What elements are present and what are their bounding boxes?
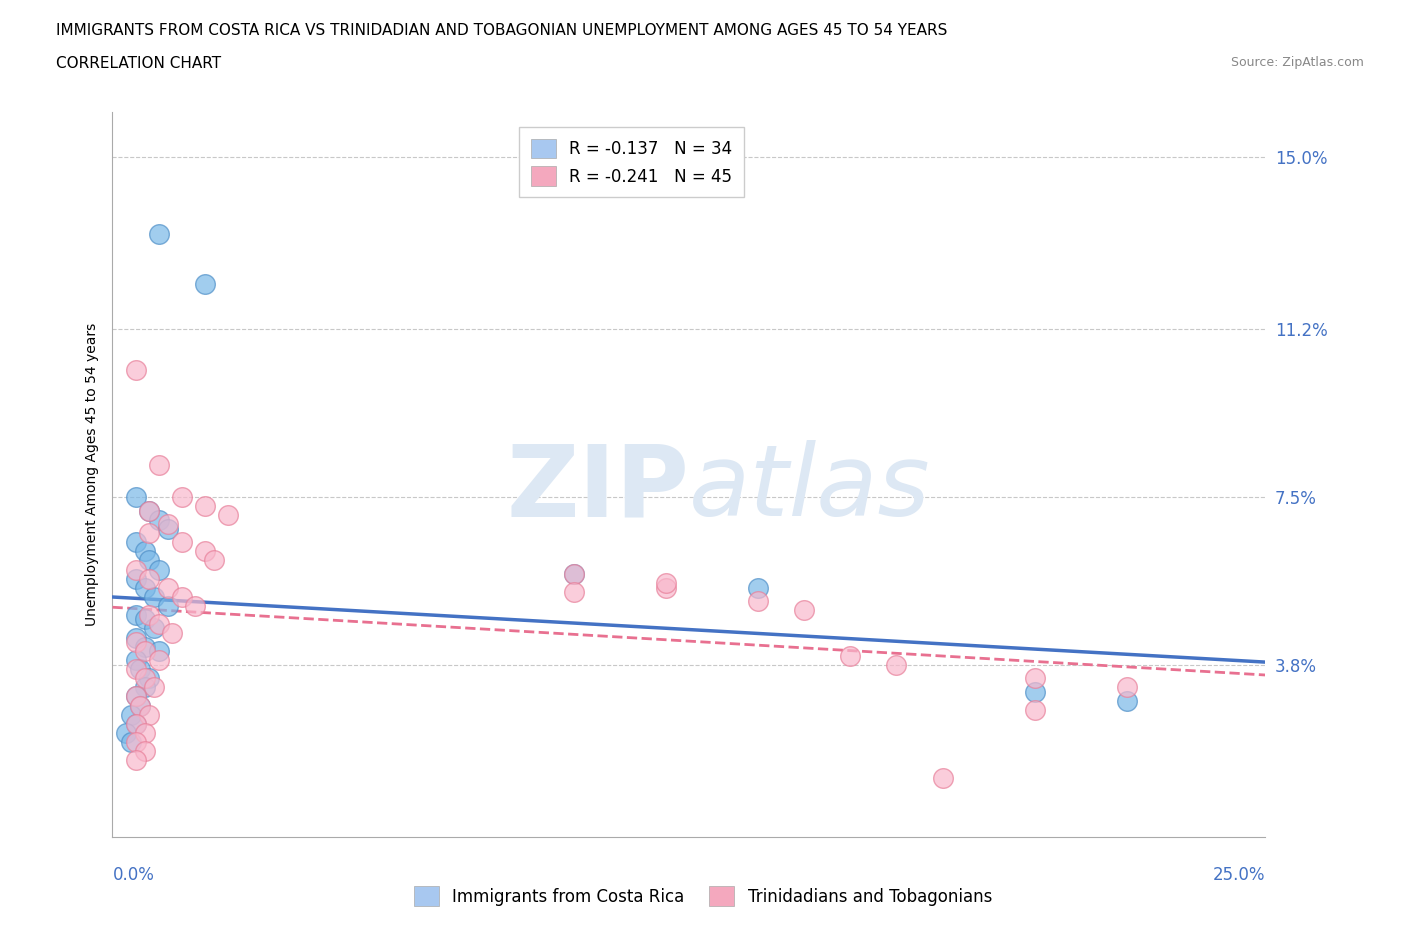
Point: [134, 725, 156, 740]
Point: [194, 498, 217, 513]
Point: [120, 707, 142, 722]
Text: Source: ZipAtlas.com: Source: ZipAtlas.com: [1230, 56, 1364, 69]
Y-axis label: Unemployment Among Ages 45 to 54 years: Unemployment Among Ages 45 to 54 years: [84, 323, 98, 626]
Point: [120, 735, 142, 750]
Point: [194, 544, 217, 559]
Point: [138, 707, 160, 722]
Point: [162, 626, 184, 641]
Point: [124, 489, 146, 504]
Point: [129, 698, 152, 713]
Point: [1024, 703, 1046, 718]
Point: [138, 571, 160, 586]
Point: [148, 227, 170, 242]
Text: CORRELATION CHART: CORRELATION CHART: [56, 56, 221, 71]
Point: [138, 671, 160, 685]
Point: [1116, 680, 1139, 695]
Point: [138, 553, 160, 568]
Text: IMMIGRANTS FROM COSTA RICA VS TRINIDADIAN AND TOBAGONIAN UNEMPLOYMENT AMONG AGES: IMMIGRANTS FROM COSTA RICA VS TRINIDADIA…: [56, 23, 948, 38]
Point: [124, 689, 146, 704]
Point: [217, 508, 239, 523]
Text: atlas: atlas: [689, 440, 931, 538]
Point: [134, 544, 156, 559]
Point: [148, 562, 170, 577]
Text: 0.0%: 0.0%: [112, 866, 155, 884]
Point: [129, 662, 152, 677]
Point: [143, 621, 166, 636]
Point: [134, 639, 156, 654]
Point: [124, 653, 146, 668]
Point: [124, 607, 146, 622]
Point: [156, 598, 179, 613]
Point: [886, 658, 908, 672]
Point: [194, 276, 217, 291]
Point: [134, 743, 156, 758]
Point: [931, 771, 953, 786]
Point: [202, 553, 225, 568]
Point: [156, 521, 179, 536]
Point: [124, 363, 146, 378]
Point: [138, 503, 160, 518]
Point: [115, 725, 138, 740]
Point: [1116, 694, 1139, 709]
Point: [138, 503, 160, 518]
Point: [138, 525, 160, 540]
Legend: Immigrants from Costa Rica, Trinidadians and Tobagonians: Immigrants from Costa Rica, Trinidadians…: [408, 880, 998, 912]
Point: [143, 590, 166, 604]
Point: [655, 576, 678, 591]
Point: [562, 585, 585, 600]
Point: [1024, 671, 1046, 685]
Point: [747, 594, 769, 609]
Point: [124, 662, 146, 677]
Text: ZIP: ZIP: [506, 440, 689, 538]
Point: [793, 603, 815, 618]
Point: [124, 689, 146, 704]
Point: [148, 617, 170, 631]
Point: [124, 571, 146, 586]
Point: [156, 517, 179, 532]
Point: [562, 566, 585, 581]
Point: [148, 653, 170, 668]
Point: [124, 752, 146, 767]
Point: [134, 680, 156, 695]
Text: 25.0%: 25.0%: [1213, 866, 1265, 884]
Point: [148, 644, 170, 658]
Point: [148, 458, 170, 472]
Point: [184, 598, 207, 613]
Point: [124, 562, 146, 577]
Point: [134, 612, 156, 627]
Point: [143, 680, 166, 695]
Point: [148, 512, 170, 527]
Point: [156, 580, 179, 595]
Point: [124, 631, 146, 645]
Point: [124, 716, 146, 731]
Point: [839, 648, 862, 663]
Legend: R = -0.137   N = 34, R = -0.241   N = 45: R = -0.137 N = 34, R = -0.241 N = 45: [519, 127, 744, 197]
Point: [134, 644, 156, 658]
Point: [138, 607, 160, 622]
Point: [1024, 684, 1046, 699]
Point: [124, 716, 146, 731]
Point: [562, 566, 585, 581]
Point: [124, 634, 146, 649]
Point: [134, 671, 156, 685]
Point: [124, 535, 146, 550]
Point: [747, 580, 769, 595]
Point: [170, 590, 193, 604]
Point: [124, 735, 146, 750]
Point: [170, 535, 193, 550]
Point: [655, 580, 678, 595]
Point: [170, 489, 193, 504]
Point: [129, 698, 152, 713]
Point: [134, 580, 156, 595]
